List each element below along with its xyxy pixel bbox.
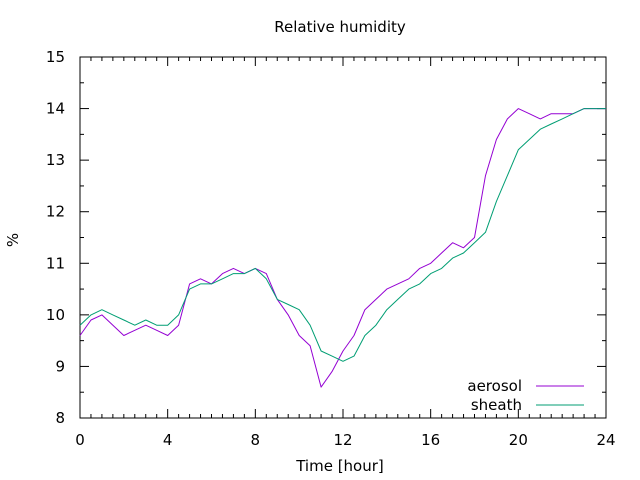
y-tick-label: 14 [46,100,65,118]
x-axis-label: Time [hour] [295,457,384,475]
legend-label-aerosol: aerosol [467,377,522,395]
series-line-sheath [79,108,606,362]
y-tick-label: 8 [55,409,65,427]
series-line-aerosol [79,108,606,388]
x-tick-label: 8 [251,431,261,449]
legend-label-sheath: sheath [471,396,522,414]
axis-tick-labels: 0 4 8 12 16 20 24 8 9 10 11 12 13 14 15 [46,48,616,449]
y-tick-label: 10 [46,306,65,324]
x-tick-label: 12 [333,431,352,449]
y-tick-label: 15 [46,48,65,66]
y-tick-label: 11 [46,254,65,272]
x-tick-label: 0 [75,431,85,449]
y-tick-label: 12 [46,203,65,221]
chart-title: Relative humidity [274,18,406,36]
x-tick-label: 4 [163,431,173,449]
y-axis-label: % [4,233,22,247]
plot-area-frame [79,56,607,419]
y-tick-label: 9 [55,357,65,375]
x-tick-label: 16 [421,431,440,449]
y-tick-label: 13 [46,151,65,169]
x-tick-label: 24 [596,431,615,449]
x-tick-label: 20 [509,431,528,449]
series-lines [79,108,606,388]
axis-ticks [79,56,607,419]
